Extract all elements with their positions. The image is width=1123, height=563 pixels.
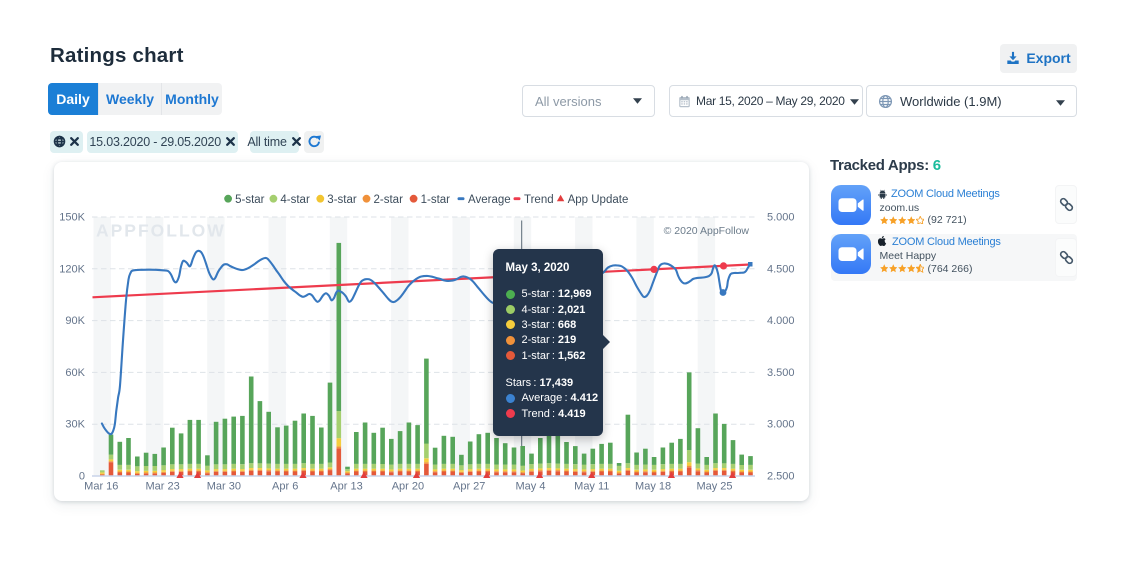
svg-text:App Update: App Update bbox=[568, 193, 629, 205]
svg-text:Mar 30: Mar 30 bbox=[207, 480, 241, 492]
svg-text:4.500: 4.500 bbox=[767, 263, 795, 275]
svg-text:May 25: May 25 bbox=[696, 480, 732, 492]
svg-text:Trend: Trend bbox=[524, 193, 554, 205]
svg-text:60K: 60K bbox=[65, 366, 85, 378]
svg-text:Apr 6: Apr 6 bbox=[272, 480, 298, 492]
svg-text:May 4: May 4 bbox=[516, 480, 546, 492]
svg-text:3-star: 3-star bbox=[327, 193, 357, 205]
svg-text:1-star: 1-star bbox=[421, 193, 451, 205]
svg-text:2.500: 2.500 bbox=[767, 470, 795, 482]
svg-text:90K: 90K bbox=[65, 315, 85, 327]
svg-text:Apr 20: Apr 20 bbox=[392, 480, 424, 492]
svg-text:May 18: May 18 bbox=[635, 480, 671, 492]
svg-text:2-star: 2-star bbox=[374, 193, 404, 205]
svg-text:Average: Average bbox=[468, 193, 511, 205]
svg-text:5.000: 5.000 bbox=[767, 211, 795, 223]
svg-text:APPFOLLOW: APPFOLLOW bbox=[96, 220, 226, 240]
svg-text:May 11: May 11 bbox=[574, 480, 609, 492]
svg-text:Mar 16: Mar 16 bbox=[84, 480, 118, 492]
svg-text:4.000: 4.000 bbox=[767, 315, 795, 327]
svg-text:0: 0 bbox=[79, 470, 85, 482]
svg-text:150K: 150K bbox=[59, 211, 85, 223]
svg-text:120K: 120K bbox=[59, 263, 85, 275]
svg-text:Apr 13: Apr 13 bbox=[330, 480, 362, 492]
svg-text:5-star: 5-star bbox=[235, 193, 265, 205]
svg-text:3.000: 3.000 bbox=[767, 418, 795, 430]
svg-text:Apr 27: Apr 27 bbox=[453, 480, 485, 492]
svg-text:3.500: 3.500 bbox=[767, 366, 795, 378]
svg-text:4-star: 4-star bbox=[280, 193, 310, 205]
svg-text:Mar 23: Mar 23 bbox=[145, 480, 179, 492]
svg-text:30K: 30K bbox=[65, 418, 85, 430]
svg-text:© 2020 AppFollow: © 2020 AppFollow bbox=[664, 225, 750, 237]
